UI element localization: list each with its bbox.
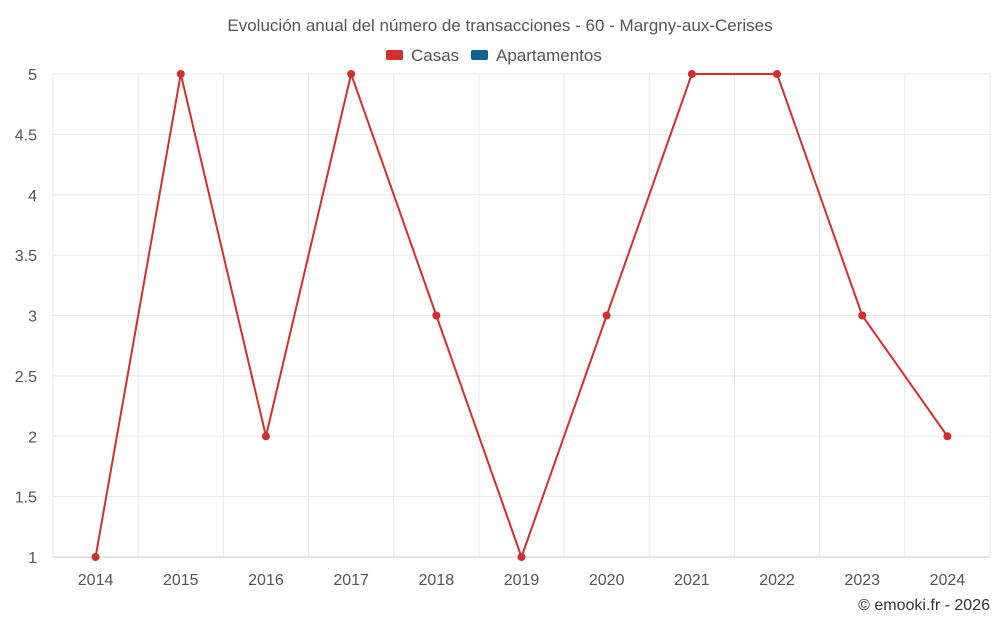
data-point-casas[interactable] <box>347 70 356 78</box>
y-tick-label: 4 <box>28 188 37 205</box>
legend-label-apartamentos: Apartamentos <box>496 46 602 65</box>
x-tick-label: 2015 <box>163 572 199 589</box>
series-layer <box>91 70 952 561</box>
legend: Casas Apartamentos <box>386 46 602 65</box>
data-point-casas[interactable] <box>261 432 270 441</box>
grid-lines <box>52 73 991 558</box>
y-tick-label: 1.5 <box>15 490 37 507</box>
legend-swatch-casas <box>386 50 403 60</box>
y-tick-label: 2 <box>28 429 37 446</box>
y-tick-label: 2.5 <box>15 369 37 386</box>
legend-item-casas[interactable]: Casas <box>386 46 459 65</box>
x-tick-label: 2022 <box>759 572 795 589</box>
y-tick-label: 5 <box>28 67 37 84</box>
credit-text: © emooki.fr - 2026 <box>858 597 990 614</box>
x-tick-label: 2016 <box>248 572 284 589</box>
x-tick-label: 2017 <box>333 572 369 589</box>
data-point-casas[interactable] <box>602 311 611 320</box>
y-tick-label: 1 <box>28 550 37 567</box>
x-tick-label: 2019 <box>504 572 540 589</box>
data-point-casas[interactable] <box>517 553 526 561</box>
y-tick-label: 3 <box>28 309 37 326</box>
x-axis-ticks: 2014 2015 2016 2017 2018 2019 2020 2021 2022 2023… <box>78 572 966 589</box>
data-point-casas[interactable] <box>943 432 952 441</box>
data-point-casas[interactable] <box>687 70 696 78</box>
x-tick-label: 2023 <box>844 572 880 589</box>
x-tick-label: 2020 <box>589 572 625 589</box>
data-point-casas[interactable] <box>176 70 185 78</box>
data-point-casas[interactable] <box>91 553 100 561</box>
legend-item-apartamentos[interactable]: Apartamentos <box>471 46 602 65</box>
x-tick-label: 2021 <box>674 572 710 589</box>
x-tick-label: 2024 <box>930 572 966 589</box>
y-axis-ticks: 1 1.5 2 2.5 3 3.5 4 4.5 5 <box>15 67 37 567</box>
data-point-casas[interactable] <box>432 311 441 320</box>
y-tick-label: 4.5 <box>15 127 37 144</box>
data-point-casas[interactable] <box>858 311 867 320</box>
y-tick-label: 3.5 <box>15 248 37 265</box>
x-tick-label: 2018 <box>419 572 455 589</box>
legend-swatch-apartamentos <box>471 50 488 60</box>
legend-label-casas: Casas <box>411 46 459 65</box>
data-point-casas[interactable] <box>773 70 782 78</box>
x-tick-label: 2014 <box>78 572 114 589</box>
chart-title: Evolución anual del número de transaccio… <box>227 16 772 35</box>
